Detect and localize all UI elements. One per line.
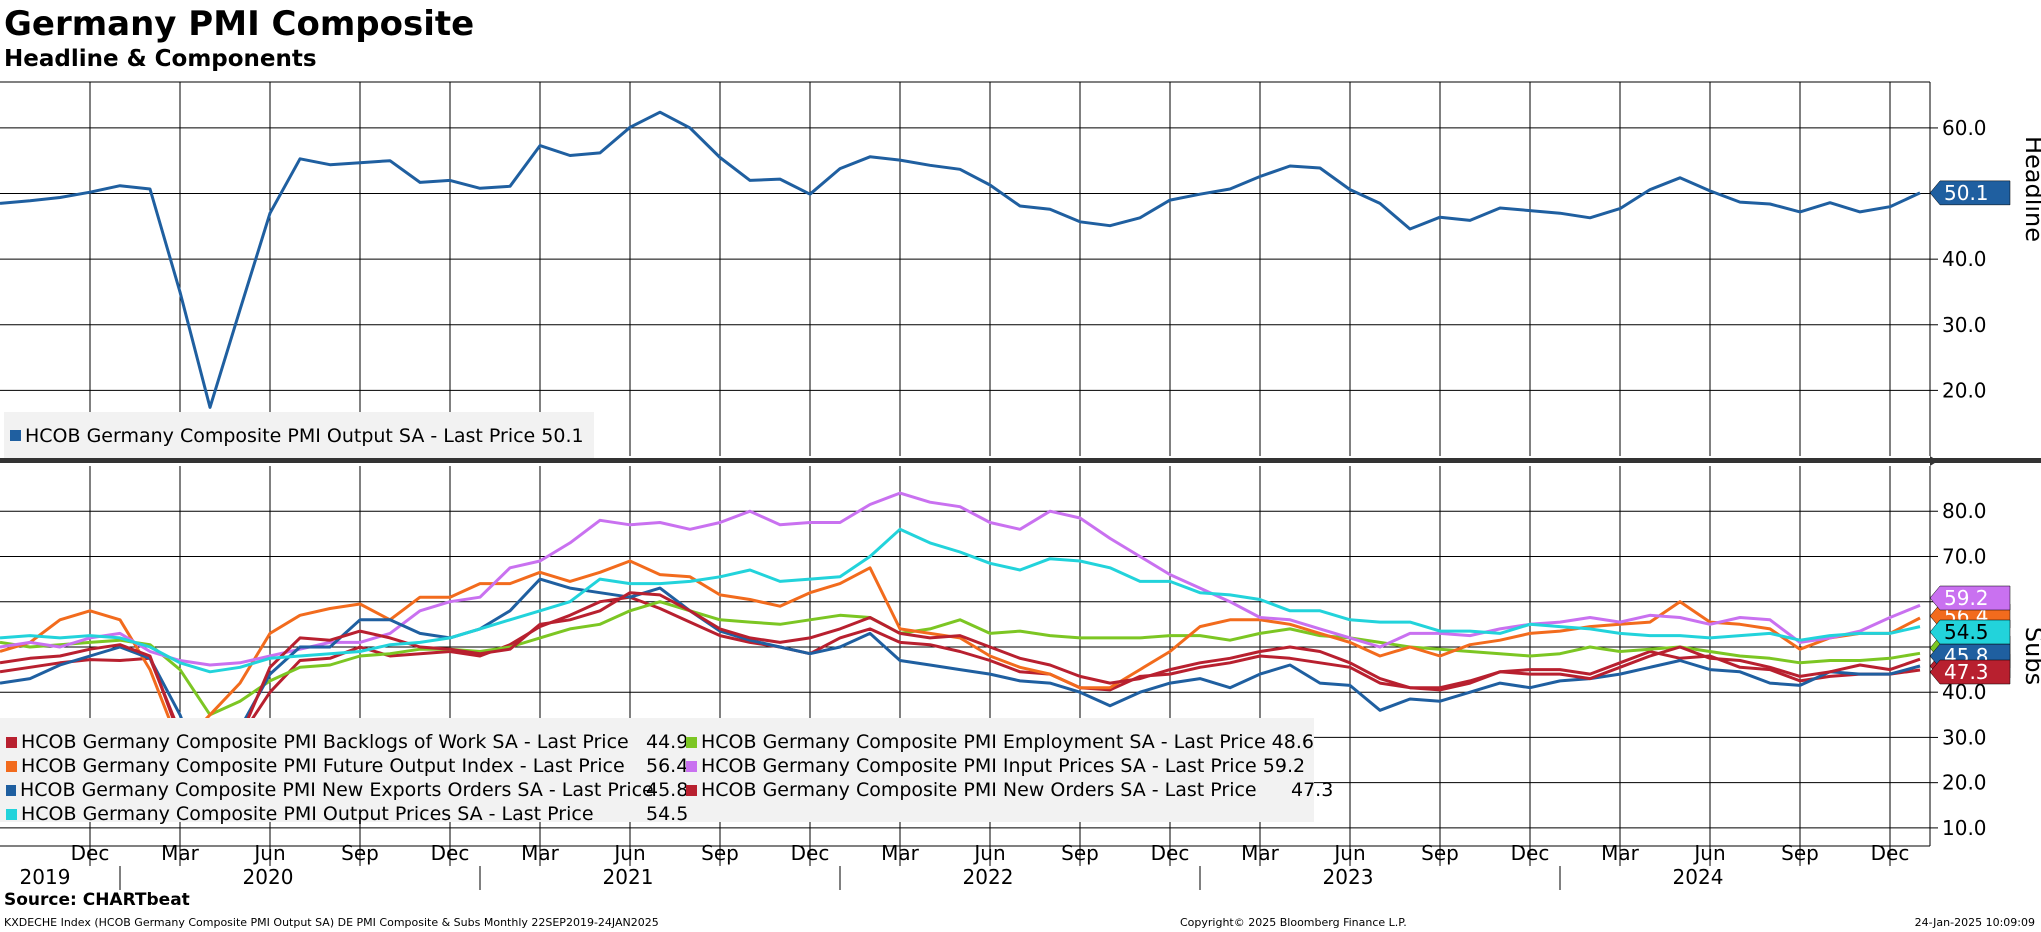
footer-ticker-info: KXDECHE Index (HCOB Germany Composite PM…: [4, 916, 659, 929]
legend-label-backlogs: HCOB Germany Composite PMI Backlogs of W…: [20, 731, 629, 753]
chart-subtitle: Headline & Components: [4, 46, 317, 72]
legend-label-output-prices: HCOB Germany Composite PMI Output Prices…: [20, 803, 594, 825]
last-value-tag: 59.2: [1929, 585, 2011, 611]
series-line: [0, 577, 1921, 794]
legend-value-future-output: 56.4: [646, 755, 689, 777]
x-month-label: Mar: [521, 841, 560, 865]
legend-item-employment[interactable]: HCOB Germany Composite PMI Employment SA…: [686, 730, 1314, 754]
legend-label-new-exports: HCOB Germany Composite PMI New Exports O…: [20, 779, 654, 801]
series-line: [0, 559, 1921, 748]
series-line: [0, 591, 1921, 785]
legend-swatch-future-output: [6, 760, 17, 772]
last-value-tag: 47.3: [1929, 659, 2011, 685]
legend-label-employment: HCOB Germany Composite PMI Employment SA…: [701, 731, 1314, 753]
legend-value-new-orders: 47.3: [1291, 779, 1334, 801]
x-month-label: Mar: [161, 841, 200, 865]
x-month-label: Sep: [1781, 841, 1819, 865]
x-month-label: Sep: [341, 841, 379, 865]
last-value-tag: 54.5: [1929, 619, 2011, 645]
footer-copyright: Copyright© 2025 Bloomberg Finance L.P.: [1180, 916, 1407, 929]
x-month-label: Dec: [1151, 841, 1190, 865]
legend-swatch-backlogs: [6, 736, 17, 748]
y-tick-label: 70.0: [1942, 544, 1987, 568]
legend-value-new-exports: 45.8: [646, 779, 689, 801]
panel-divider-arrow: [1930, 456, 1938, 466]
legend-item-new-exports[interactable]: HCOB Germany Composite PMI New Exports O…: [6, 778, 689, 802]
legend-item-new-orders[interactable]: HCOB Germany Composite PMI New Orders SA…: [686, 778, 1334, 802]
x-month-label: Mar: [1601, 841, 1640, 865]
x-month-label: Jun: [1332, 841, 1365, 865]
legend-label-future-output: HCOB Germany Composite PMI Future Output…: [20, 755, 625, 777]
chart-title: Germany PMI Composite: [4, 4, 475, 44]
x-month-label: Dec: [1511, 841, 1550, 865]
last-value-tag: 50.1: [1929, 180, 2011, 206]
x-month-label: Sep: [701, 841, 739, 865]
y-tick-label: 20.0: [1942, 771, 1987, 795]
last-value-tag-shape: [1929, 619, 2011, 645]
legend-swatch-output-prices: [6, 808, 17, 820]
x-month-label: Mar: [881, 841, 920, 865]
x-month-label: Dec: [1871, 841, 1910, 865]
legend-item-input-prices[interactable]: HCOB Germany Composite PMI Input Prices …: [686, 754, 1305, 778]
last-value-tag-label: 50.1: [1944, 181, 1989, 205]
x-year-label: 2023: [1323, 865, 1374, 889]
x-month-label: Sep: [1421, 841, 1459, 865]
legend-swatch-input-prices: [686, 760, 697, 772]
x-year-label: 2022: [963, 865, 1014, 889]
legend-subs: HCOB Germany Composite PMI Backlogs of W…: [0, 718, 1333, 825]
series-line: [0, 110, 1921, 409]
x-year-label: 2019: [20, 865, 71, 889]
legend-item-future-output[interactable]: HCOB Germany Composite PMI Future Output…: [6, 754, 689, 778]
panel-divider: [0, 458, 2041, 463]
x-month-label: Jun: [972, 841, 1005, 865]
legend-swatch-output: [10, 430, 21, 441]
y-tick-label: 10.0: [1942, 816, 1987, 840]
x-year-label: 2020: [243, 865, 294, 889]
series-line: [0, 600, 1921, 717]
legend-value-output-prices: 54.5: [646, 803, 689, 825]
legend-label-output: HCOB Germany Composite PMI Output SA - L…: [25, 424, 584, 447]
y-axis-title: Headline: [2020, 136, 2041, 242]
x-month-label: Dec: [791, 841, 830, 865]
y-tick-label: 80.0: [1942, 499, 1987, 523]
legend-item-output[interactable]: HCOB Germany Composite PMI Output SA - L…: [10, 424, 584, 448]
last-value-tag-shape: [1929, 659, 2011, 685]
x-year-label: 2024: [1673, 865, 1724, 889]
x-month-label: Mar: [1241, 841, 1280, 865]
y-tick-label: 30.0: [1942, 313, 1987, 337]
legend-value-backlogs: 44.9: [646, 731, 689, 753]
last-value-tag-label: 59.2: [1944, 586, 1989, 610]
series-line: [0, 527, 1921, 674]
x-month-label: Dec: [431, 841, 470, 865]
y-tick-label: 20.0: [1942, 378, 1987, 402]
last-value-tag-label: 54.5: [1944, 620, 1989, 644]
x-month-label: Jun: [612, 841, 645, 865]
legend-swatch-employment: [686, 736, 697, 748]
legend-item-backlogs[interactable]: HCOB Germany Composite PMI Backlogs of W…: [6, 730, 689, 754]
x-month-label: Jun: [1692, 841, 1725, 865]
y-tick-label: 60.0: [1942, 116, 1987, 140]
last-value-tag-label: 47.3: [1944, 660, 1989, 684]
y-axis-title: Subs: [2020, 627, 2041, 685]
series-line: [0, 595, 1921, 782]
legend-label-new-orders: HCOB Germany Composite PMI New Orders SA…: [701, 779, 1257, 801]
legend-item-output-prices[interactable]: HCOB Germany Composite PMI Output Prices…: [6, 802, 689, 826]
y-tick-label: 40.0: [1942, 247, 1987, 271]
legend-swatch-new-exports: [6, 784, 16, 796]
legend-headline: HCOB Germany Composite PMI Output SA - L…: [4, 412, 594, 458]
x-month-label: Jun: [252, 841, 285, 865]
legend-label-input-prices: HCOB Germany Composite PMI Input Prices …: [701, 755, 1306, 777]
source-note: Source: CHARTbeat: [4, 890, 190, 910]
series-line: [0, 491, 1921, 667]
x-month-label: Sep: [1061, 841, 1099, 865]
y-tick-label: 30.0: [1942, 725, 1987, 749]
x-month-label: Dec: [71, 841, 110, 865]
footer-timestamp: 24-Jan-2025 10:09:09: [1914, 916, 2035, 929]
legend-swatch-new-orders: [686, 784, 697, 796]
last-value-tag-shape: [1929, 180, 2011, 206]
x-year-label: 2021: [603, 865, 654, 889]
last-value-tag-shape: [1929, 585, 2011, 611]
